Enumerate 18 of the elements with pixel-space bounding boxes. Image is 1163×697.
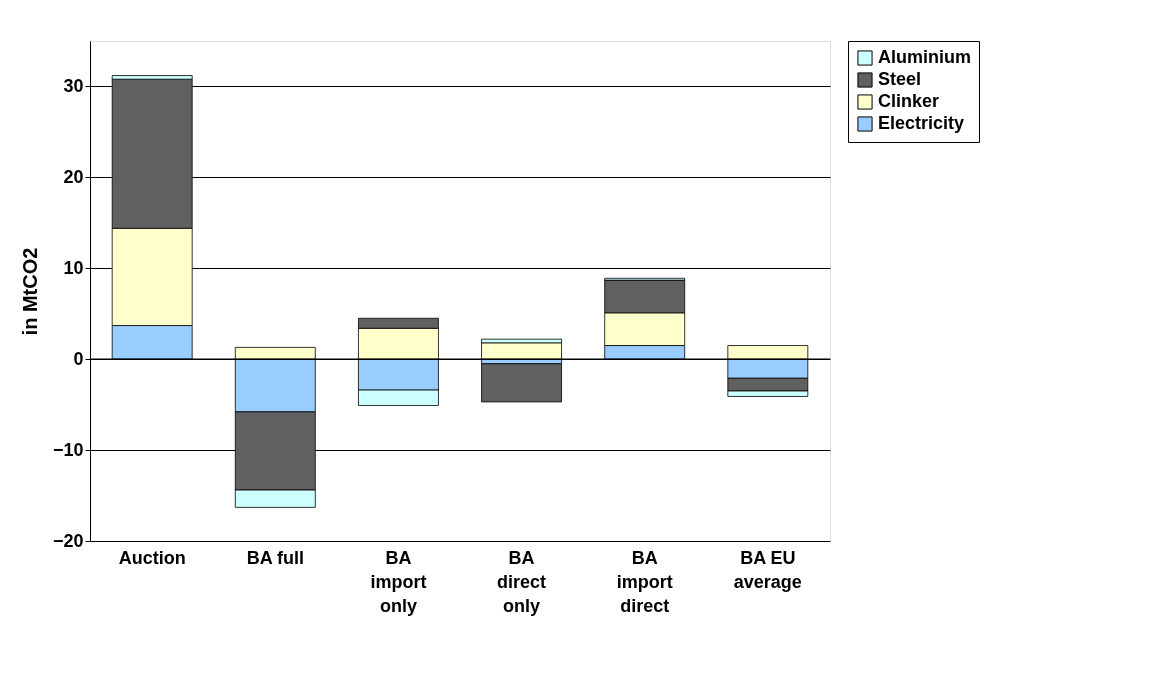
y-tick-label: 30 bbox=[63, 75, 84, 96]
y-tick-label: −20 bbox=[52, 530, 84, 551]
x-tick-label: Auction bbox=[118, 547, 186, 568]
legend-label: Steel bbox=[878, 69, 922, 89]
legend-label: Clinker bbox=[878, 91, 940, 111]
legend-label: Aluminium bbox=[878, 47, 971, 67]
x-tick-label: BA direct only bbox=[497, 547, 547, 616]
x-tick-label: BA full bbox=[246, 547, 304, 568]
legend-label: Electricity bbox=[878, 113, 965, 133]
bar bbox=[481, 363, 562, 403]
y-tick-label: 20 bbox=[63, 166, 84, 187]
x-tick-label: BA import direct bbox=[616, 547, 673, 616]
x-tick-label: BA import only bbox=[370, 547, 427, 616]
y-tick-label: 0 bbox=[73, 348, 84, 369]
y-axis-title: in MtCO2 bbox=[18, 247, 41, 336]
x-tick-label: BA EU average bbox=[733, 547, 802, 592]
y-tick-label: 10 bbox=[63, 257, 84, 278]
y-tick-label: −10 bbox=[52, 439, 84, 460]
